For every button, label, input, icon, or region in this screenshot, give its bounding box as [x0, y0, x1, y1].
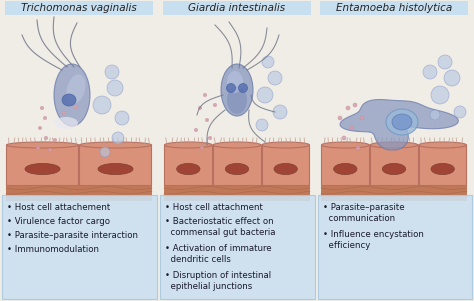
Text: Entamoeba histolytica: Entamoeba histolytica: [336, 3, 452, 13]
Text: • Host cell attachement: • Host cell attachement: [7, 203, 110, 212]
Text: • Activation of immature
  dendritic cells: • Activation of immature dendritic cells: [165, 244, 272, 264]
Bar: [7, 145, 79, 185]
FancyBboxPatch shape: [160, 195, 315, 299]
Polygon shape: [340, 100, 458, 150]
Ellipse shape: [454, 106, 466, 118]
Ellipse shape: [200, 146, 204, 150]
Text: • Immunomodulation: • Immunomodulation: [7, 245, 99, 254]
Ellipse shape: [194, 128, 198, 132]
Ellipse shape: [346, 106, 350, 110]
Ellipse shape: [177, 163, 200, 175]
Ellipse shape: [98, 163, 133, 175]
Ellipse shape: [205, 118, 209, 122]
Ellipse shape: [115, 111, 129, 125]
Ellipse shape: [221, 64, 253, 116]
FancyBboxPatch shape: [5, 1, 153, 15]
Ellipse shape: [257, 87, 273, 103]
Text: • Parasite–parasite interaction: • Parasite–parasite interaction: [7, 231, 138, 240]
Ellipse shape: [356, 146, 360, 150]
Ellipse shape: [112, 132, 124, 144]
Text: • Disruption of intestinal
  epithelial junctions: • Disruption of intestinal epithelial ju…: [165, 271, 271, 291]
Ellipse shape: [392, 114, 412, 130]
Ellipse shape: [383, 163, 406, 175]
Ellipse shape: [430, 110, 440, 120]
Ellipse shape: [273, 105, 287, 119]
Ellipse shape: [386, 109, 418, 135]
Ellipse shape: [444, 70, 460, 86]
Bar: [80, 145, 152, 185]
Ellipse shape: [213, 103, 217, 107]
Ellipse shape: [438, 55, 452, 69]
Ellipse shape: [7, 142, 79, 148]
Bar: [164, 145, 212, 185]
Ellipse shape: [93, 96, 111, 114]
Ellipse shape: [350, 126, 354, 130]
Bar: [370, 145, 418, 185]
Ellipse shape: [334, 163, 357, 175]
Ellipse shape: [353, 103, 357, 107]
Ellipse shape: [48, 148, 52, 152]
Ellipse shape: [66, 74, 85, 104]
Ellipse shape: [431, 86, 449, 104]
Bar: [6, 185, 152, 201]
Ellipse shape: [105, 65, 119, 79]
Ellipse shape: [256, 119, 268, 131]
Bar: [321, 185, 467, 201]
Ellipse shape: [44, 136, 48, 140]
Ellipse shape: [107, 80, 123, 96]
Ellipse shape: [262, 56, 274, 68]
Ellipse shape: [80, 142, 152, 148]
Ellipse shape: [43, 116, 47, 120]
Bar: [419, 145, 466, 185]
Ellipse shape: [208, 136, 212, 140]
Ellipse shape: [419, 142, 466, 148]
Ellipse shape: [227, 71, 243, 93]
Ellipse shape: [274, 163, 297, 175]
Text: • Parasite–parasite
  communication: • Parasite–parasite communication: [323, 203, 405, 223]
Ellipse shape: [342, 136, 346, 140]
Ellipse shape: [370, 142, 418, 148]
Bar: [262, 145, 310, 185]
FancyBboxPatch shape: [163, 1, 311, 15]
Ellipse shape: [213, 142, 261, 148]
Ellipse shape: [321, 142, 369, 148]
Ellipse shape: [198, 106, 202, 110]
FancyBboxPatch shape: [2, 195, 157, 299]
Ellipse shape: [100, 147, 110, 157]
Ellipse shape: [54, 64, 90, 126]
Ellipse shape: [360, 116, 364, 120]
Text: • Virulence factor cargo: • Virulence factor cargo: [7, 217, 110, 226]
Bar: [321, 145, 369, 185]
Ellipse shape: [268, 71, 282, 85]
Ellipse shape: [431, 163, 455, 175]
Ellipse shape: [54, 117, 78, 129]
Ellipse shape: [25, 163, 60, 175]
Ellipse shape: [225, 163, 249, 175]
Bar: [213, 145, 261, 185]
Ellipse shape: [262, 142, 310, 148]
Ellipse shape: [74, 105, 78, 109]
FancyBboxPatch shape: [320, 1, 468, 15]
Ellipse shape: [227, 86, 247, 114]
Ellipse shape: [203, 93, 207, 97]
Ellipse shape: [164, 142, 212, 148]
Ellipse shape: [38, 126, 42, 130]
Ellipse shape: [238, 83, 247, 92]
Ellipse shape: [62, 111, 66, 115]
Ellipse shape: [53, 138, 57, 142]
Ellipse shape: [338, 116, 342, 120]
Ellipse shape: [423, 65, 437, 79]
Bar: [164, 185, 310, 201]
Ellipse shape: [227, 83, 236, 92]
Text: • Bacteriostatic effect on
  commensal gut bacteria: • Bacteriostatic effect on commensal gut…: [165, 217, 275, 237]
Text: • Host cell attachment: • Host cell attachment: [165, 203, 263, 212]
Ellipse shape: [40, 106, 44, 110]
Text: • Influence encystation
  efficiency: • Influence encystation efficiency: [323, 230, 424, 250]
FancyBboxPatch shape: [318, 195, 472, 299]
Text: Giardia intestinalis: Giardia intestinalis: [189, 3, 285, 13]
Ellipse shape: [62, 94, 76, 106]
Text: Trichomonas vaginalis: Trichomonas vaginalis: [21, 3, 137, 13]
Ellipse shape: [36, 146, 40, 150]
